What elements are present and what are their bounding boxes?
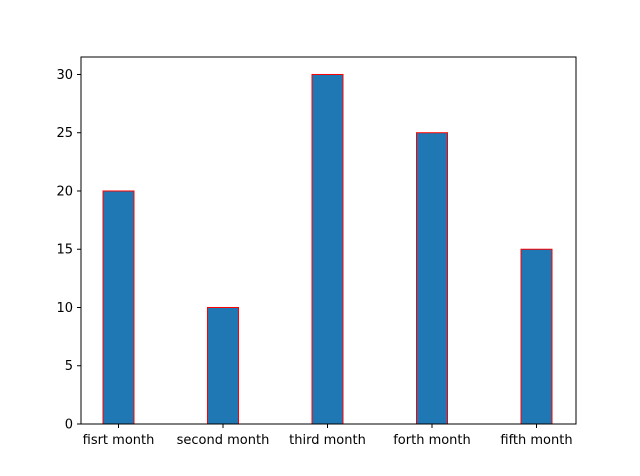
y-tick-label: 15 [56, 243, 73, 258]
x-tick-label: fisrt month [83, 433, 155, 448]
y-tick-label: 0 [65, 418, 73, 433]
plot-frame [80, 56, 577, 425]
bar-1 [207, 306, 239, 425]
bar-2 [311, 73, 344, 425]
bar-0 [102, 190, 135, 425]
y-tick-label: 10 [56, 301, 73, 316]
y-tick-label: 25 [56, 126, 73, 141]
x-tick-label: forth month [393, 433, 471, 448]
x-tick-label: third month [289, 433, 366, 448]
bar-4 [520, 248, 553, 425]
x-axis-ticks: fisrt month second month third month forth … [83, 424, 573, 448]
y-axis-ticks: 0 5 10 15 20 25 30 [56, 68, 81, 433]
bars-group [102, 73, 553, 425]
bar-3 [416, 132, 448, 425]
y-tick-label: 5 [65, 359, 73, 374]
x-tick-label: fifth month [500, 433, 572, 448]
x-tick-label: second month [177, 433, 270, 448]
y-tick-label: 30 [56, 68, 73, 83]
y-tick-label: 20 [56, 184, 73, 199]
